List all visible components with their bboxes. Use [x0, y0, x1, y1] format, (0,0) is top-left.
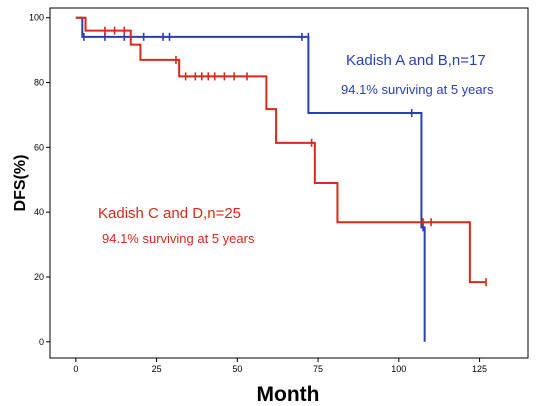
y-tick-label: 60	[34, 142, 44, 152]
y-tick-label: 0	[39, 337, 44, 347]
y-axis-title: DFS(%)	[12, 155, 29, 212]
y-tick-label: 40	[34, 207, 44, 217]
x-tick-label: 100	[391, 364, 406, 374]
series-line-kadish-cd	[75, 16, 487, 284]
x-tick-label: 25	[152, 364, 162, 374]
x-axis-title: Month	[257, 383, 320, 406]
plot-frame	[49, 7, 529, 359]
x-tick-label: 0	[73, 364, 78, 374]
y-axis: 0 20 40 60 80 100	[29, 13, 50, 347]
x-axis: 0 25 50 75 100 125	[73, 358, 487, 374]
annotation-ab-title: Kadish A and B,n=17	[346, 52, 486, 69]
annotation-cd-survival: 94.1% surviving at 5 years	[102, 231, 255, 246]
censor-layer	[83, 26, 487, 287]
annotation-cd-title: Kadish C and D,n=25	[98, 205, 241, 222]
x-tick-label: 50	[232, 364, 242, 374]
y-tick-label: 20	[34, 272, 44, 282]
y-tick-label: 100	[29, 13, 44, 23]
y-tick-label: 80	[34, 78, 44, 88]
annotation-ab-survival: 94.1% surviving at 5 years	[341, 82, 494, 97]
x-tick-label: 75	[313, 364, 323, 374]
x-tick-label: 125	[472, 364, 487, 374]
